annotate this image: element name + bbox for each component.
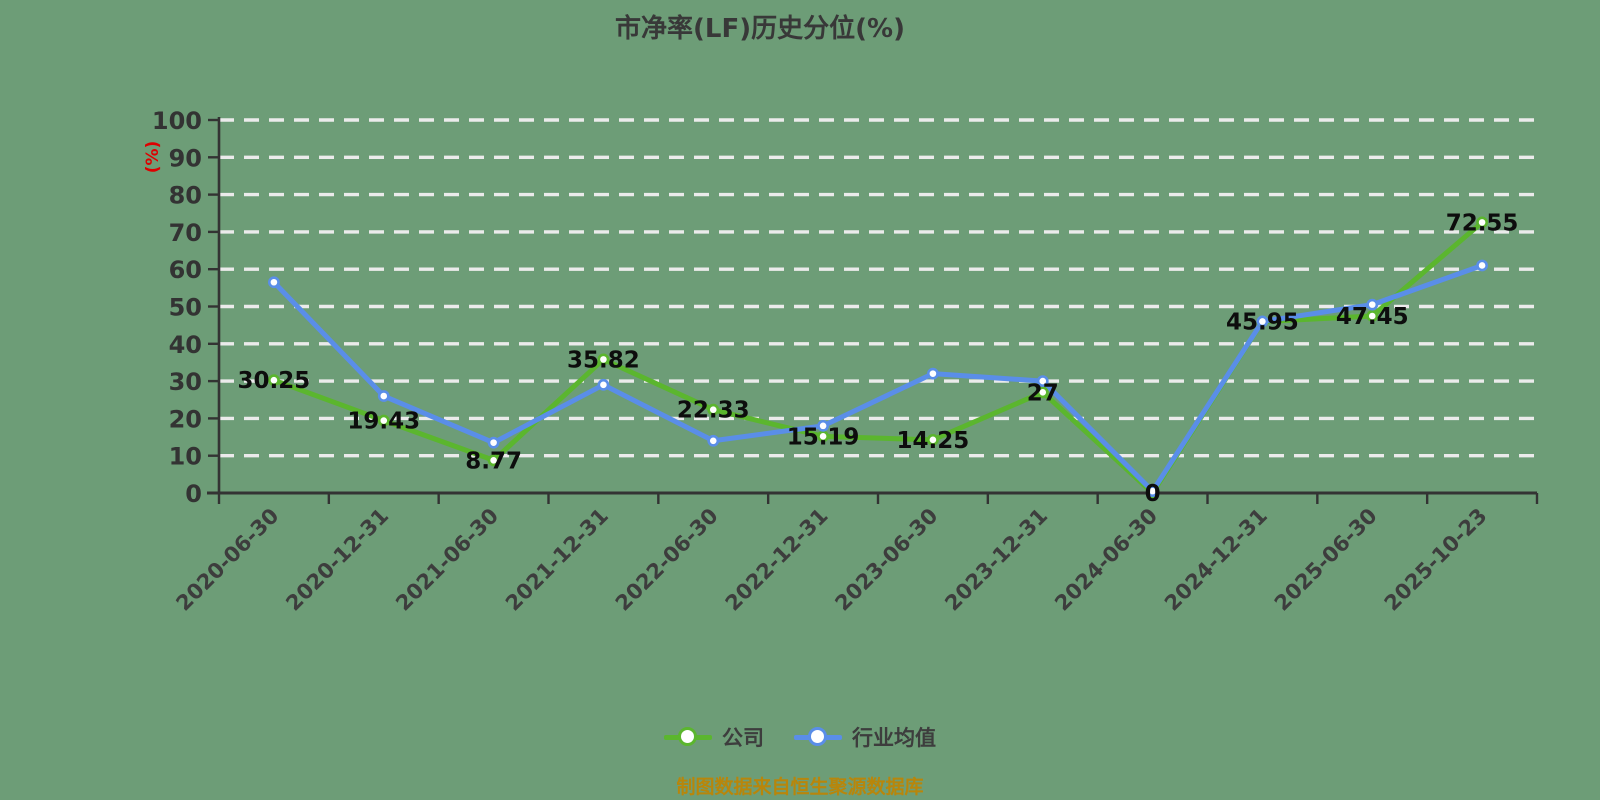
data-point[interactable] [597,378,610,391]
data-point-value-label: 22.33 [677,398,750,424]
data-point-value-label: 45.95 [1226,310,1299,336]
data-point[interactable] [597,353,610,366]
y-axis-tick-label: 70 [169,219,202,247]
y-axis-tick-label: 40 [169,331,202,359]
legend-label-company: 公司 [722,726,764,750]
data-point[interactable] [817,419,829,432]
legend-label-industry-average: 行业均值 [852,726,936,750]
y-axis-tick-label: 50 [169,294,202,322]
industry-average-line-marker-icon [794,727,842,746]
data-point-value-label: 15.19 [787,424,860,450]
data-point-value-label: 27 [1027,380,1059,406]
series-points-1 [268,259,1488,498]
y-axis-tick-label: 10 [169,443,202,471]
y-axis-tick-label: 80 [169,182,202,210]
chart-legend: 公司 行业均值 [0,722,1600,752]
company-line-marker-icon [664,727,712,746]
x-axis-tick-label: 2023-06-30 [830,504,942,616]
legend-item-industry-average[interactable]: 行业均值 [794,722,936,752]
data-point[interactable] [487,454,500,467]
data-point-value-label: 8.77 [465,448,522,474]
data-point[interactable] [1036,375,1049,387]
data-point-value-label: 47.45 [1336,304,1409,330]
chart-title: 市净率(LF)历史分位(%) [615,14,905,44]
data-point[interactable] [268,276,280,289]
data-point[interactable] [1476,259,1488,272]
y-axis-tick-label: 90 [169,144,202,172]
data-point[interactable] [1146,485,1159,498]
legend-item-company[interactable]: 公司 [664,722,764,752]
x-axis-tick-label: 2023-12-31 [940,504,1052,616]
data-point[interactable] [1366,310,1379,322]
data-point[interactable] [707,434,720,447]
series-line-1 [271,262,1485,494]
x-axis-tick-label: 2021-06-30 [391,504,503,616]
x-axis-tick-label: 2025-10-23 [1380,504,1492,616]
data-point[interactable] [707,403,720,416]
y-axis-tick-label: 100 [152,107,202,135]
y-axis-tick-label: 20 [169,405,202,433]
x-axis-tick-label: 2022-12-31 [721,504,833,616]
data-point[interactable] [1476,216,1488,229]
data-point-value-label: 0 [1145,481,1161,507]
data-point[interactable] [1256,315,1269,328]
data-point[interactable] [1366,298,1379,311]
y-axis-tick-label: 30 [169,368,202,396]
y-axis-tick-label: 60 [169,256,202,284]
data-point[interactable] [268,374,280,387]
data-point[interactable] [1036,386,1049,399]
series-line-0 [271,219,1485,496]
x-axis-tick-label: 2020-12-31 [281,504,393,616]
data-point-value-label: 72.55 [1446,210,1519,236]
data-source-note: 制图数据来自恒生聚源数据库 [676,776,924,798]
data-point-value-label: 30.25 [238,368,311,394]
data-point[interactable] [927,433,939,446]
x-axis-tick-label: 2024-12-31 [1160,504,1272,616]
y-axis-unit-label: (%) [143,141,163,174]
line-chart-canvas[interactable]: 0 10 20 30 40 50 60 70 80 90 100 2020-06-302020-12-… [0,0,1600,660]
data-point-value-label: 14.25 [897,428,970,454]
gridlines [219,118,1537,458]
x-axis-tick-label: 2025-06-30 [1270,504,1382,616]
data-point-value-label: 35.82 [567,347,640,373]
x-axis-tick-label: 2022-06-30 [611,504,723,616]
data-point[interactable] [377,390,390,402]
x-axis-tick-label: 2021-12-31 [501,504,613,616]
data-point[interactable] [927,367,939,380]
x-axis-tick-label: 2020-06-30 [171,504,283,616]
y-axis-tick-label: 0 [185,480,202,508]
data-point-value-label: 19.43 [347,409,420,435]
data-point[interactable] [487,436,500,449]
x-axis-tick-label: 2024-06-30 [1050,504,1162,616]
data-point[interactable] [377,414,390,427]
